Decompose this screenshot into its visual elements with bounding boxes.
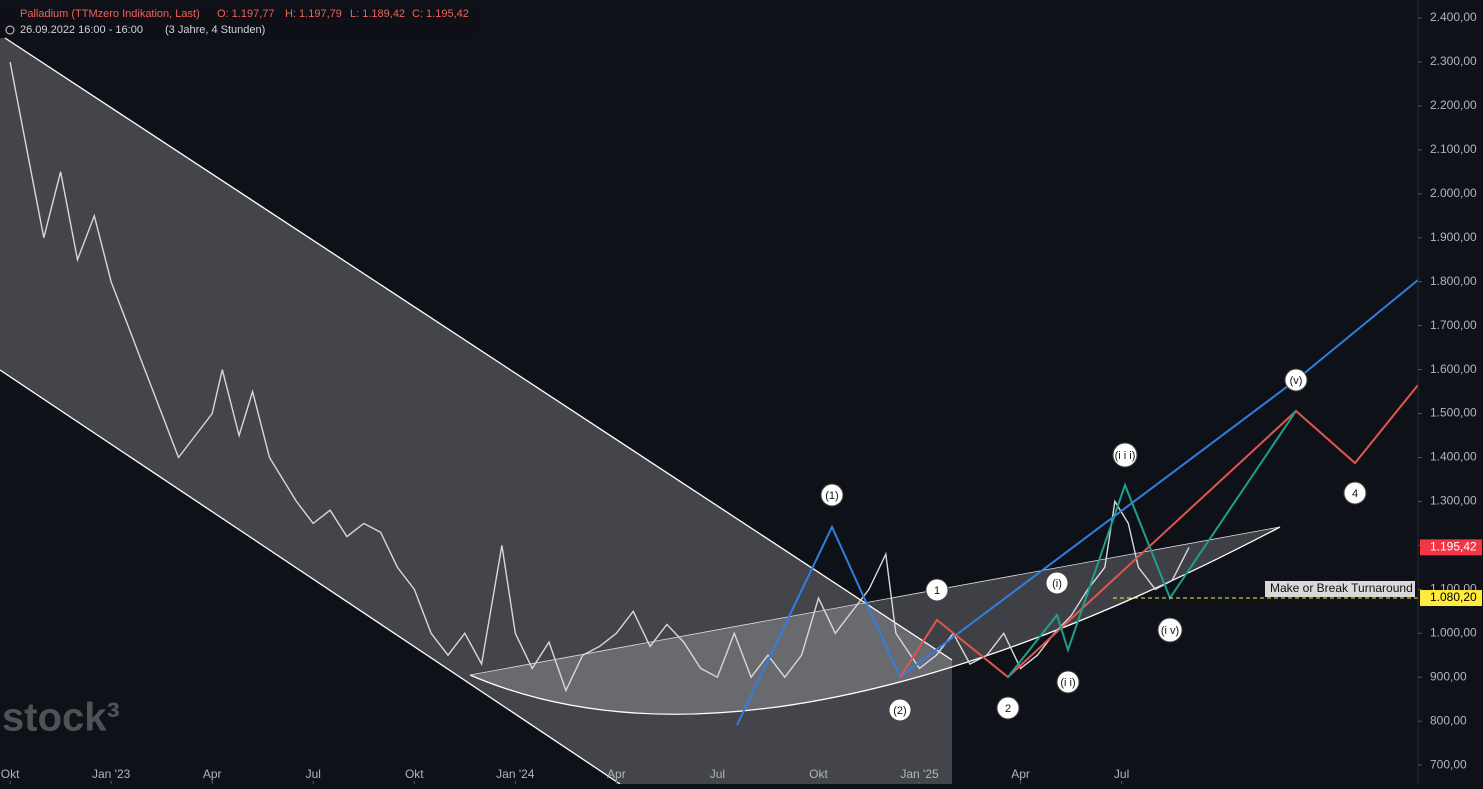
price-marker [1420, 590, 1482, 607]
y-tick-label: 1.700,00 [1430, 318, 1477, 332]
x-tick-label: Okt [405, 767, 424, 781]
span: (3 Jahre, 4 Stunden) [165, 24, 265, 36]
x-tick-label: Okt [1, 767, 20, 781]
y-tick-label: 700,00 [1430, 757, 1467, 771]
x-tick-label: Jul [1114, 767, 1129, 781]
y-tick-label: 2.400,00 [1430, 10, 1477, 24]
wave-label: 2 [996, 696, 1020, 720]
y-tick-label: 1.000,00 [1430, 625, 1477, 639]
note: Make or Break Turnaround [1270, 581, 1413, 595]
wave-label: 4 [1343, 481, 1367, 505]
channel-lower [0, 369, 621, 785]
channel-upper [4, 37, 953, 661]
header-bg [0, 5, 478, 37]
price-marker-label: 1.195,42 [1430, 540, 1477, 554]
open: O: 1.197,77 [217, 8, 275, 20]
wave-labels: (1) (2) 1 2 (i) (i i) (i i i) (i v) (v) … [820, 368, 1367, 722]
y-tick-label: 2.100,00 [1430, 142, 1477, 156]
wave-text: 1 [934, 585, 940, 597]
x-tick-label: Apr [203, 767, 222, 781]
x-tick-label: Jul [306, 767, 321, 781]
price-line [9, 61, 1190, 693]
wave-text: (i i) [1060, 677, 1075, 689]
channel-fill [0, 38, 952, 784]
wave-text: (v) [1290, 375, 1303, 387]
x-tick-label: Apr [1011, 767, 1030, 781]
y-tick-label: 1.400,00 [1430, 450, 1477, 464]
wave-label: (2) [888, 698, 912, 722]
cup-arc [469, 526, 1281, 715]
wave-label: (i) [1045, 571, 1069, 595]
note-box [1265, 581, 1415, 597]
wave-label: (v) [1284, 368, 1308, 392]
y-tick-label: 1.900,00 [1430, 230, 1477, 244]
wave-label: (i i i) [1112, 442, 1138, 468]
y-tick-label: 1.300,00 [1430, 494, 1477, 508]
x-tick-label: Apr [607, 767, 626, 781]
x-tick-label: Jan '24 [496, 767, 535, 781]
wave-text: (i v) [1161, 625, 1179, 637]
close: C: 1.195,42 [412, 8, 469, 20]
y-tick-label: 900,00 [1430, 669, 1467, 683]
wave-label: (i i) [1056, 670, 1080, 694]
wave-text: 4 [1352, 488, 1358, 500]
x-tick-label: Jul [710, 767, 725, 781]
instrument: Palladium (TTMzero Indikation, Last) [20, 8, 200, 20]
watermark: stock³ [2, 696, 120, 740]
wave-lines [736, 279, 1419, 726]
wave-red [899, 384, 1419, 679]
plot [9, 61, 1190, 693]
wave-text: (i i i) [1115, 450, 1136, 462]
wave-text: (i) [1052, 578, 1062, 590]
price-marker [1420, 539, 1482, 556]
low: L: 1.189,42 [350, 8, 405, 20]
price-marker-label: 1.080,20 [1430, 590, 1477, 604]
y-tick-label: 2.200,00 [1430, 98, 1477, 112]
wave-teal [1007, 410, 1297, 678]
y-tick-label: 1.800,00 [1430, 274, 1477, 288]
wave-text: (2) [893, 705, 906, 717]
wave-label: (i v) [1157, 617, 1183, 643]
x-tick-label: Jan '23 [92, 767, 131, 781]
x-tick-label: Jan '25 [900, 767, 939, 781]
y-tick-label: 800,00 [1430, 713, 1467, 727]
wave-text: 2 [1005, 703, 1011, 715]
y-tick-label: 2.000,00 [1430, 186, 1477, 200]
date: 26.09.2022 16:00 - 16:00 [20, 24, 143, 36]
wave-label: (1) [820, 483, 844, 507]
y-tick-label: 1.500,00 [1430, 406, 1477, 420]
wave-text: (1) [825, 490, 838, 502]
x-tick-label: Okt [809, 767, 828, 781]
clock-icon [5, 25, 15, 35]
y-tick-label: 2.300,00 [1430, 54, 1477, 68]
y-tick-label: 1.600,00 [1430, 362, 1477, 376]
wave-label: 1 [925, 578, 949, 602]
high: H: 1.197,79 [285, 8, 342, 20]
